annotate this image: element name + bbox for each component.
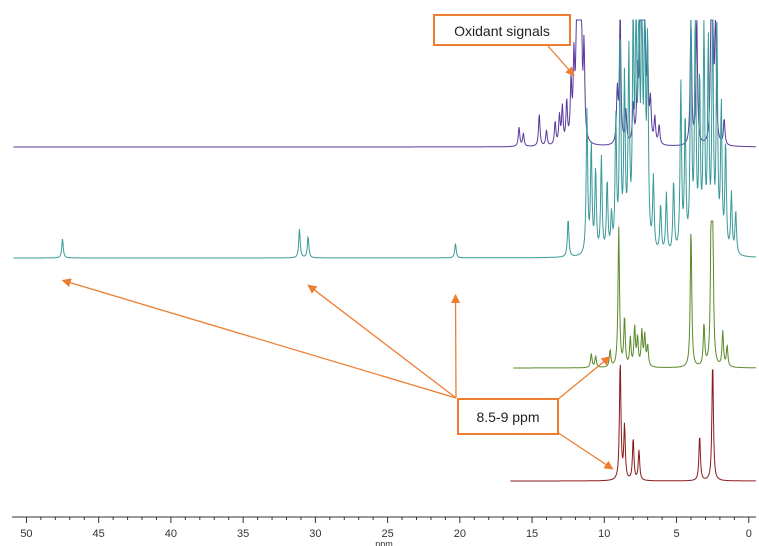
spectrum-trace-2 [13, 19, 756, 259]
x-tick-label: 5 [673, 528, 679, 540]
x-tick-label: 50 [20, 528, 32, 540]
shift-callout-box [457, 398, 559, 435]
oxidant-callout-text: Oxidant signals [454, 23, 550, 39]
annotation-arrow [547, 45, 575, 77]
annotation-arrow [61, 278, 457, 399]
annotation-arrow [307, 284, 457, 399]
shift-callout-text: 8.5-9 ppm [476, 409, 539, 425]
x-tick-label: 45 [93, 528, 105, 540]
annotation-arrow [556, 356, 611, 401]
x-axis: 50 45 40 35 30 25 20 15 10 5 0 [12, 516, 756, 540]
spectrum-traces [13, 19, 756, 482]
x-tick-label: 15 [526, 528, 538, 540]
x-tick-label: 25 [381, 528, 393, 540]
spectrum-trace-3 [513, 220, 756, 369]
x-axis-title: ppm [375, 539, 393, 546]
x-tick-label: 40 [165, 528, 177, 540]
annotation-arrow [556, 431, 614, 470]
annotation-arrows [61, 45, 614, 470]
x-tick-label: 10 [598, 528, 610, 540]
shift-callout: 8.5-9 ppm [457, 398, 559, 435]
x-tick-label: 0 [746, 528, 752, 540]
x-tick-label: 30 [309, 528, 321, 540]
x-tick-label: 35 [237, 528, 249, 540]
spectrum-trace-4 [510, 364, 756, 482]
oxidant-callout-box [433, 14, 571, 46]
oxidant-callout: Oxidant signals [433, 14, 571, 46]
x-tick-label: 20 [454, 528, 466, 540]
